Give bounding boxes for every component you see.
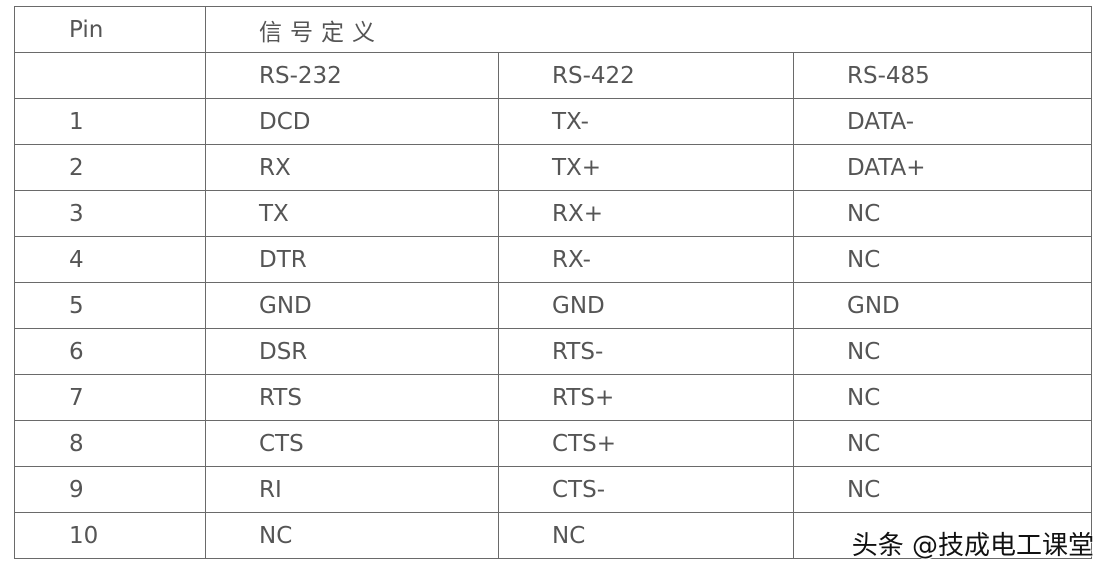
header-signal-definition: 信号定义 — [204, 6, 1093, 53]
cell-rs485: NC — [792, 190, 1093, 237]
cell-rs422: TX+ — [498, 144, 794, 191]
cell-rs232: RX — [205, 144, 499, 191]
cell-pin: 9 — [14, 466, 206, 513]
cell-rs485: NC — [792, 374, 1093, 421]
cell-pin: 7 — [14, 374, 206, 421]
cell-rs422: GND — [498, 282, 794, 329]
pin-definition-table: Pin 信号定义 RS-232 RS-422 RS-485 1 DCD TX- DAT… — [14, 6, 1093, 559]
cell-rs422: RX- — [498, 236, 794, 283]
cell-rs485: NC — [792, 236, 1093, 283]
cell-rs485 — [792, 512, 1093, 559]
cell-rs485: DATA+ — [792, 144, 1093, 191]
table-row: 7 RTS RTS+ NC — [14, 374, 1093, 421]
table-row: 8 CTS CTS+ NC — [14, 420, 1093, 467]
cell-rs232: DTR — [205, 236, 499, 283]
cell-rs232: RTS — [205, 374, 499, 421]
cell-rs422: CTS- — [498, 466, 794, 513]
cell-pin: 2 — [14, 144, 206, 191]
cell-rs485: DATA- — [792, 98, 1093, 145]
empty-cell — [14, 52, 206, 99]
cell-rs422: TX- — [498, 98, 794, 145]
cell-rs485: NC — [792, 328, 1093, 375]
table-row: 9 RI CTS- NC — [14, 466, 1093, 513]
table-row: 3 TX RX+ NC — [14, 190, 1093, 237]
cell-rs232: CTS — [205, 420, 499, 467]
table-row: 1 DCD TX- DATA- — [14, 98, 1093, 145]
table-row: 6 DSR RTS- NC — [14, 328, 1093, 375]
cell-rs485: GND — [792, 282, 1093, 329]
cell-rs232: DCD — [205, 98, 499, 145]
cell-rs422: RTS+ — [498, 374, 794, 421]
cell-rs232: TX — [205, 190, 499, 237]
cell-pin: 3 — [14, 190, 206, 237]
cell-rs232: DSR — [205, 328, 499, 375]
cell-rs422: RTS- — [498, 328, 794, 375]
header-rs485: RS-485 — [792, 52, 1093, 99]
cell-pin: 10 — [14, 512, 206, 559]
table-row: 4 DTR RX- NC — [14, 236, 1093, 283]
cell-pin: 5 — [14, 282, 206, 329]
standards-row: RS-232 RS-422 RS-485 — [14, 52, 1093, 99]
cell-rs232: GND — [205, 282, 499, 329]
header-pin: Pin — [14, 6, 206, 53]
cell-rs422: RX+ — [498, 190, 794, 237]
watermark: 头条 @技成电工课堂 — [851, 531, 1094, 561]
cell-pin: 6 — [14, 328, 206, 375]
header-row: Pin 信号定义 — [14, 6, 1093, 53]
table-row: 2 RX TX+ DATA+ — [14, 144, 1093, 191]
cell-pin: 4 — [14, 236, 206, 283]
cell-rs422: NC — [498, 512, 794, 559]
header-rs232: RS-232 — [205, 52, 499, 99]
cell-rs232: NC — [205, 512, 499, 559]
cell-rs422: CTS+ — [498, 420, 794, 467]
table-row: 10 NC NC — [14, 512, 1093, 559]
cell-pin: 8 — [14, 420, 206, 467]
cell-rs485: NC — [792, 466, 1093, 513]
table-row: 5 GND GND GND — [14, 282, 1093, 329]
cell-pin: 1 — [14, 98, 206, 145]
header-rs422: RS-422 — [498, 52, 794, 99]
cell-rs232: RI — [205, 466, 499, 513]
cell-rs485: NC — [792, 420, 1093, 467]
